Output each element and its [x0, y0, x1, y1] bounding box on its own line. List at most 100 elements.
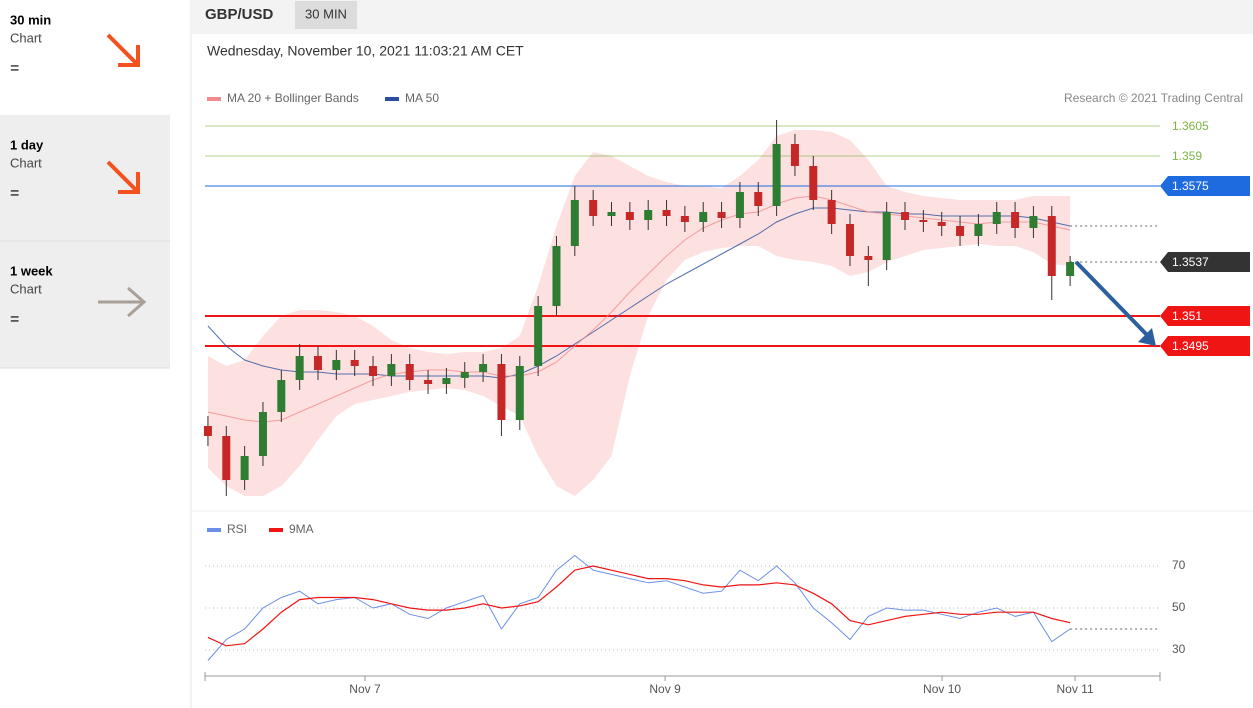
- sidebar-item[interactable]: 1 day Chart =: [10, 137, 140, 202]
- signal: =: [10, 185, 19, 202]
- candle-body: [680, 216, 689, 222]
- candle-body: [919, 220, 928, 222]
- candle-body: [222, 436, 231, 480]
- legend-label: 9MA: [289, 522, 314, 536]
- legend-swatch: [207, 528, 221, 532]
- bollinger-band: [207, 130, 1071, 496]
- candle-body: [809, 166, 818, 200]
- legend-swatch: [385, 97, 399, 101]
- arrow-icon: [106, 33, 140, 67]
- y-tick-label: 70: [1172, 558, 1186, 572]
- candle-body: [497, 364, 506, 420]
- candle-body: [607, 212, 616, 216]
- interval-badge[interactable]: [295, 1, 357, 29]
- top-bar: [192, 0, 1253, 34]
- ma50-line: [207, 207, 1071, 379]
- candle-body: [589, 200, 598, 216]
- level-label: 1.3605: [1172, 119, 1209, 133]
- signal: =: [10, 311, 19, 328]
- candle-body: [314, 356, 323, 370]
- candle-body: [479, 364, 488, 372]
- period: 1 week: [10, 263, 53, 278]
- period: 30 min: [10, 12, 51, 27]
- candle-body: [240, 456, 249, 480]
- candle-body: [992, 212, 1001, 224]
- candle-body: [937, 222, 946, 226]
- series-line: [207, 565, 1071, 647]
- ma20-line: [207, 195, 1071, 423]
- candle-body: [974, 224, 983, 236]
- candle-body: [625, 212, 634, 220]
- projection-arrow: [1074, 260, 1150, 338]
- candle-body: [1047, 216, 1056, 276]
- arrow-icon: [98, 286, 147, 318]
- legend-label: MA 50: [405, 91, 439, 105]
- level-label: 1.359: [1172, 149, 1202, 163]
- candle-body: [845, 224, 854, 256]
- period: 1 day: [10, 137, 44, 152]
- candle-body: [405, 364, 414, 380]
- candle-body: [570, 200, 579, 246]
- candle-body: [424, 380, 433, 384]
- candle-body: [203, 426, 212, 436]
- candle-body: [460, 372, 469, 378]
- candle-body: [901, 212, 910, 220]
- level-label: 1.3537: [1172, 255, 1209, 269]
- label: Chart: [10, 155, 42, 170]
- candle-body: [735, 192, 744, 218]
- candle-body: [754, 192, 763, 206]
- legend-label: RSI: [227, 522, 247, 536]
- sidebar-item[interactable]: 30 min Chart =: [10, 12, 140, 77]
- sidebar-item[interactable]: 1 week Chart =: [10, 263, 147, 328]
- candle-body: [258, 412, 267, 456]
- x-tick-label: Nov 7: [349, 682, 381, 696]
- x-tick-label: Nov 11: [1056, 682, 1093, 696]
- candle-body: [534, 306, 543, 366]
- candle-body: [442, 378, 451, 384]
- candle-body: [882, 212, 891, 260]
- candle-body: [790, 144, 799, 166]
- candle-body: [717, 212, 726, 218]
- candle-body: [827, 200, 836, 224]
- level-label: 1.351: [1172, 309, 1202, 323]
- level-label: 1.3575: [1172, 179, 1209, 193]
- level-tag: [1160, 252, 1250, 272]
- legend-label: MA 20 + Bollinger Bands: [227, 91, 359, 105]
- candle-body: [277, 380, 286, 412]
- candle-body: [387, 364, 396, 376]
- y-tick-label: 30: [1172, 642, 1186, 656]
- candle-body: [1066, 262, 1075, 276]
- credit: Research © 2021 Trading Central: [1064, 91, 1243, 105]
- level-label: 1.3495: [1172, 339, 1209, 353]
- projection-head: [1138, 328, 1156, 346]
- legend-swatch: [207, 97, 221, 101]
- candle-body: [956, 226, 965, 236]
- legend-swatch: [269, 528, 283, 532]
- level-tag: [1160, 176, 1250, 196]
- candle-body: [1011, 212, 1020, 228]
- timestamp: Wednesday, November 10, 2021 11:03:21 AM…: [207, 43, 524, 59]
- candle-body: [662, 210, 671, 216]
- candle-body: [864, 256, 873, 260]
- level-tag: [1160, 336, 1250, 356]
- y-tick-label: 50: [1172, 600, 1186, 614]
- level-tag: [1160, 306, 1250, 326]
- label: Chart: [10, 30, 42, 45]
- label: Chart: [10, 281, 42, 296]
- candle-body: [644, 210, 653, 220]
- candle-body: [699, 212, 708, 222]
- candle-body: [332, 360, 341, 370]
- arrow-icon: [106, 160, 140, 194]
- signal: =: [10, 60, 19, 77]
- candle-body: [772, 144, 781, 206]
- candle-body: [515, 366, 524, 420]
- x-tick-label: Nov 9: [649, 682, 681, 696]
- candle-body: [295, 356, 304, 380]
- candle-body: [1029, 216, 1038, 228]
- interval: 30 MIN: [305, 6, 347, 21]
- candle-body: [369, 366, 378, 376]
- x-tick-label: Nov 10: [923, 682, 961, 696]
- symbol: GBP/USD: [205, 6, 274, 23]
- candle-body: [350, 360, 359, 366]
